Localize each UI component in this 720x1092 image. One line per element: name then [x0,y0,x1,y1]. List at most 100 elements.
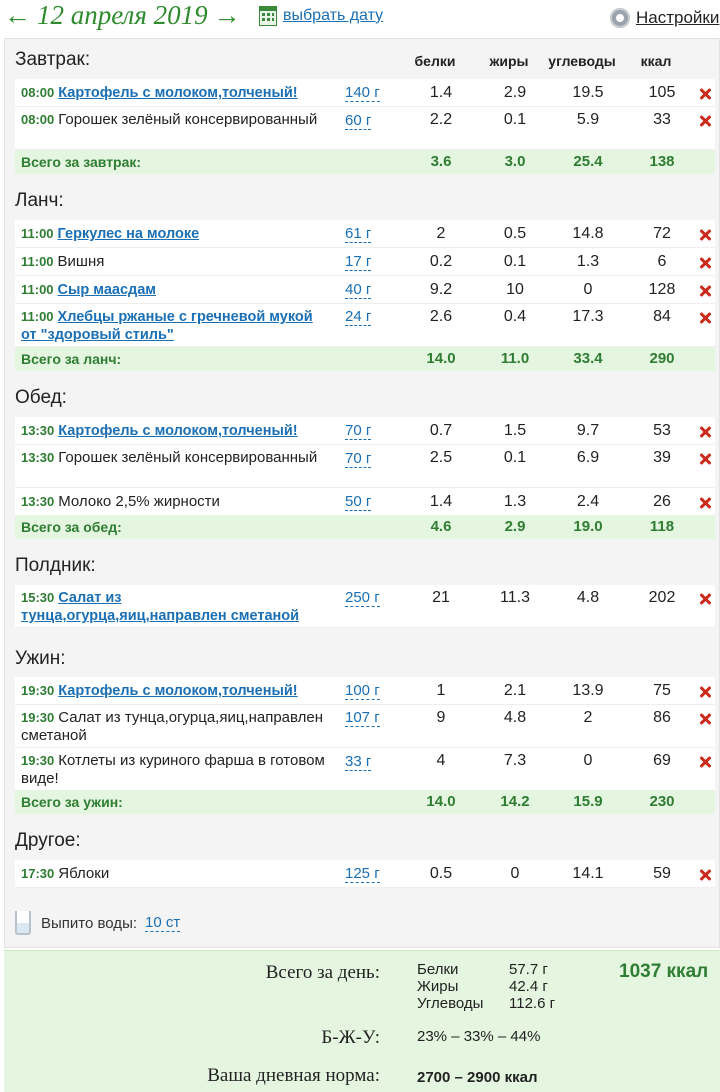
delete-icon[interactable] [699,869,711,881]
food-row: 19:30 Картофель с молоком,толченый! 100 г… [15,677,715,705]
fat-value: 1.3 [503,493,527,510]
food-time: 19:30 [21,710,55,725]
prev-day-arrow[interactable]: ← [4,0,31,30]
protein-value: 21 [432,589,450,606]
current-date: 12 апреля 2019 [37,0,208,30]
grams-value[interactable]: 250 г [345,589,380,607]
protein-value: 1 [436,682,446,699]
total-carbs: 33.4 [573,350,603,367]
food-time: 13:30 [21,423,55,438]
grams-value[interactable]: 24 г [345,308,372,326]
carbs-value: 4.8 [576,589,600,606]
food-name-link[interactable]: Салат из тунца,огурца,яиц,направлен смет… [21,590,300,624]
delete-icon[interactable] [699,686,711,698]
total-fat: 11.0 [500,350,530,367]
delete-icon[interactable] [699,115,711,127]
food-name[interactable]: 19:30 Картофель с молоком,толченый! [21,682,331,700]
carbs-value: 5.9 [576,111,600,128]
food-time: 11:00 [21,254,54,269]
carbs-value: 17.3 [572,308,604,325]
food-row: 19:30 Салат из тунца,огурца,яиц,направлен… [15,705,715,748]
pick-date[interactable]: выбрать дату [259,6,383,26]
grams-value[interactable]: 61 г [345,225,372,243]
next-day-arrow[interactable]: → [213,0,241,30]
carbs-value: 2 [583,709,593,726]
delete-icon[interactable] [699,88,711,100]
protein-value: 1.4 [429,84,453,101]
food-row: 13:30 Картофель с молоком,толченый! 70 г … [15,417,715,445]
delete-icon[interactable] [699,713,711,725]
total-carbs: 15.9 [573,793,603,810]
total-kcal: 138 [649,153,675,170]
calendar-icon[interactable] [259,6,277,26]
carbs-total: 112.6 г [509,995,556,1012]
grams-value[interactable]: 33 г [345,753,372,771]
grams-value[interactable]: 107 г [345,709,380,727]
food-name[interactable]: 11:00 Сыр маасдам [21,281,331,299]
delete-icon[interactable] [699,453,711,465]
food-name-link[interactable]: Хлебцы ржаные с гречневой мукой от "здор… [21,309,313,343]
settings[interactable]: Настройки [610,8,719,28]
kcal-value: 75 [653,682,671,699]
food-row: 11:00 Хлебцы ржаные с гречневой мукой от … [15,304,715,347]
grams-value[interactable]: 70 г [345,450,372,468]
food-name[interactable]: 11:00 Хлебцы ржаные с гречневой мукой от … [21,308,331,344]
food-time: 15:30 [21,590,55,605]
food-time: 11:00 [21,226,54,241]
food-name-link[interactable]: Сыр маасдам [57,282,157,298]
grams-value[interactable]: 17 г [345,253,372,271]
food-name[interactable]: 15:30 Салат из тунца,огурца,яиц,направлен… [21,589,331,625]
settings-link[interactable]: Настройки [636,8,720,27]
food-name[interactable]: 08:00 Картофель с молоком,толченый! [21,84,331,102]
fat-value: 0.1 [503,253,527,270]
food-time: 11:00 [21,282,54,297]
delete-icon[interactable] [699,312,711,324]
kcal-value: 72 [653,225,671,242]
grams-value[interactable]: 60 г [345,112,372,130]
grams-value[interactable]: 70 г [345,422,372,440]
kcal-value: 26 [653,493,671,510]
food-name: 19:30 Котлеты из куриного фарша в готовом… [21,752,331,788]
delete-icon[interactable] [699,257,711,269]
delete-icon[interactable] [699,426,711,438]
water-label: Выпито воды: [41,914,138,932]
grams-value[interactable]: 40 г [345,281,372,299]
delete-icon[interactable] [699,229,711,241]
food-diary-panel: белки жиры углеводы ккал Завтрак: 08:00 К… [4,38,720,948]
kcal-value: 86 [653,709,671,726]
grams-value[interactable]: 140 г [345,84,380,102]
protein-value: 0.2 [429,253,453,270]
food-name-link[interactable]: Картофель с молоком,толченый! [58,85,298,101]
fat-label: Жиры [417,978,459,995]
fat-value: 0.1 [503,111,527,128]
fat-value: 7.3 [503,752,527,769]
food-name[interactable]: 11:00 Геркулес на молоке [21,225,331,243]
food-name-link[interactable]: Картофель с молоком,толченый! [58,423,298,439]
gear-icon[interactable] [610,8,630,28]
pick-date-link[interactable]: выбрать дату [283,7,384,24]
food-name-link[interactable]: Картофель с молоком,толченый! [58,683,298,699]
delete-icon[interactable] [699,756,711,768]
food-name-link[interactable]: Геркулес на молоке [57,226,200,242]
meal-title-dinner: Обед: [15,387,67,408]
meal-total-breakfast: Всего за завтрак: 3.6 3.0 25.4 138 [15,150,715,174]
food-name[interactable]: 13:30 Картофель с молоком,толченый! [21,422,331,440]
grams-value[interactable]: 100 г [345,682,380,700]
water-glass-icon [15,911,31,935]
delete-icon[interactable] [699,593,711,605]
grams-value[interactable]: 125 г [345,865,380,883]
total-carbs: 25.4 [573,153,603,170]
column-header-kcal: ккал [640,53,672,69]
column-header-carbs: углеводы [548,53,616,69]
carbs-value: 0 [583,281,593,298]
food-row: 15:30 Салат из тунца,огурца,яиц,направлен… [15,585,715,628]
delete-icon[interactable] [699,285,711,297]
total-kcal: 290 [649,350,675,367]
food-time: 13:30 [21,450,55,465]
grams-value[interactable]: 50 г [345,493,372,511]
carbs-value: 1.3 [576,253,600,270]
food-name-text: Горошек зелёный консервированный [58,449,318,466]
water-value[interactable]: 10 ст [145,914,181,932]
delete-icon[interactable] [699,497,711,509]
food-time: 08:00 [21,85,55,100]
